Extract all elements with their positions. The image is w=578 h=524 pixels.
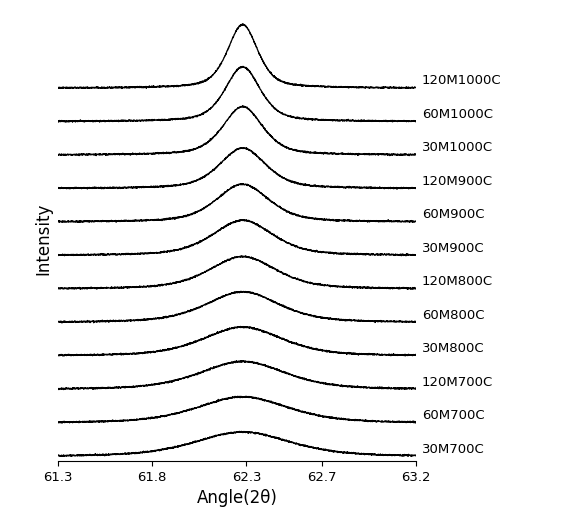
Y-axis label: Intensity: Intensity	[34, 202, 52, 275]
Text: 30M1000C: 30M1000C	[422, 141, 493, 154]
Text: 120M900C: 120M900C	[422, 174, 493, 188]
Text: 60M800C: 60M800C	[422, 309, 484, 322]
X-axis label: Angle(2θ): Angle(2θ)	[197, 489, 277, 507]
Text: 60M900C: 60M900C	[422, 208, 484, 221]
Text: 120M1000C: 120M1000C	[422, 74, 502, 87]
Text: 60M1000C: 60M1000C	[422, 107, 493, 121]
Text: 120M800C: 120M800C	[422, 275, 493, 288]
Text: 60M700C: 60M700C	[422, 409, 484, 422]
Text: 30M900C: 30M900C	[422, 242, 484, 255]
Text: 120M700C: 120M700C	[422, 376, 493, 389]
Text: 30M800C: 30M800C	[422, 342, 484, 355]
Text: 30M700C: 30M700C	[422, 443, 484, 456]
